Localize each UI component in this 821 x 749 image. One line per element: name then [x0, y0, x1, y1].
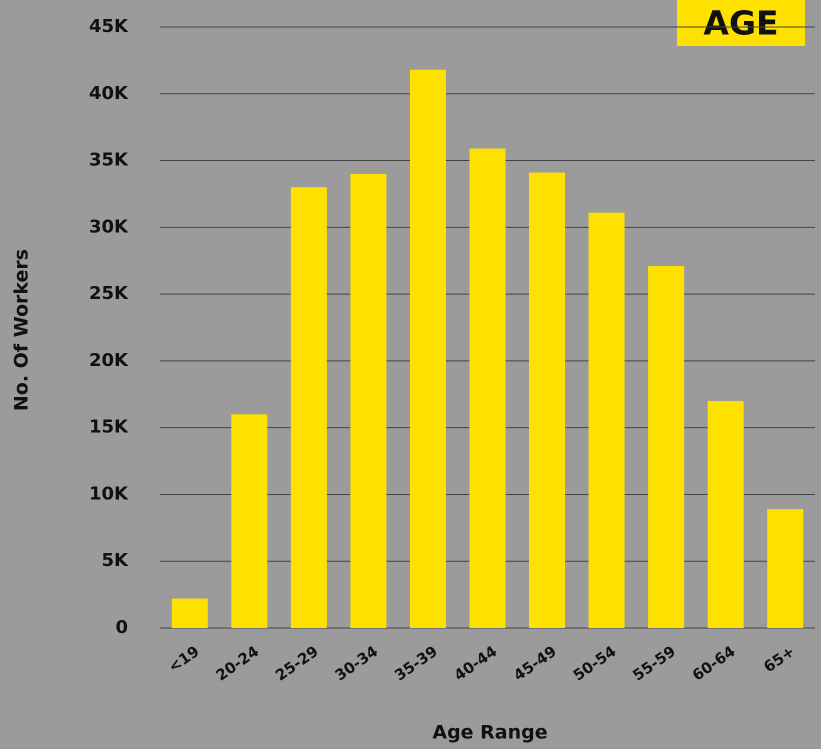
x-tick-label: 25-29 — [272, 642, 322, 684]
x-axis-label: Age Range — [432, 722, 547, 744]
y-tick-label: 15K — [89, 417, 129, 438]
x-tick-label: 20-24 — [213, 642, 263, 684]
y-tick-label: 5K — [102, 550, 130, 571]
y-axis-label: No. Of Workers — [11, 249, 33, 411]
bar — [409, 69, 446, 628]
y-tick-label: 0 — [115, 617, 128, 638]
y-tick-label: 30K — [89, 216, 129, 237]
x-tick-label: 45-49 — [510, 642, 560, 684]
bar — [171, 598, 208, 628]
y-tick-label: 45K — [89, 16, 129, 37]
x-tick-label: 55-59 — [629, 642, 679, 684]
y-tick-label: 40K — [89, 83, 129, 104]
y-tick-label: 35K — [89, 150, 129, 171]
bar — [469, 148, 506, 628]
y-tick-label: 10K — [89, 483, 129, 504]
x-tick-label: <19 — [165, 642, 203, 676]
bar — [707, 400, 744, 628]
x-tick-label: 30-34 — [332, 642, 382, 684]
y-tick-label: 20K — [89, 350, 129, 371]
x-tick-label: 50-54 — [570, 642, 620, 684]
bar — [350, 173, 387, 628]
bar — [648, 266, 685, 628]
bar — [529, 172, 566, 628]
bar — [231, 414, 268, 628]
bar — [767, 509, 804, 628]
x-tick-label: 65+ — [760, 642, 798, 676]
chart-title: AGE — [703, 4, 778, 43]
bar — [290, 187, 327, 628]
x-tick-label: 35-39 — [391, 642, 441, 684]
y-tick-label: 25K — [89, 283, 129, 304]
x-tick-label: 40-44 — [451, 642, 501, 684]
title-box — [677, 0, 805, 46]
x-tick-label: 60-64 — [689, 642, 739, 684]
bar — [588, 212, 625, 629]
